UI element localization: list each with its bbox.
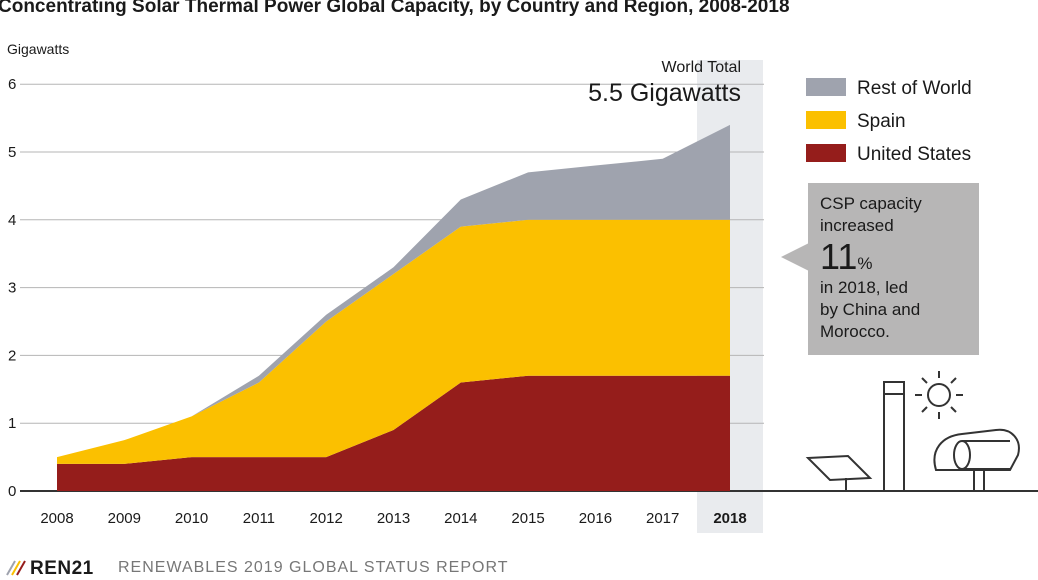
x-tick-label: 2013 (377, 510, 410, 527)
legend-swatch (806, 111, 846, 129)
y-axis-unit: Gigawatts (7, 41, 69, 57)
stacked-areas (57, 124, 730, 491)
solar-panel-icon (805, 454, 873, 491)
x-tick-label: 2018 (713, 510, 746, 527)
x-tick-label: 2016 (579, 510, 612, 527)
y-tick-label: 1 (8, 415, 16, 432)
callout-percent: % (857, 254, 873, 273)
x-tick-label: 2012 (310, 510, 343, 527)
y-tick-label: 4 (8, 212, 16, 229)
x-tick-label: 2009 (108, 510, 141, 527)
x-tick-label: 2008 (40, 510, 73, 527)
footer-brand: REN21 (30, 558, 94, 579)
area-spain (57, 219, 730, 464)
legend-label: Spain (857, 111, 906, 132)
x-tick-label: 2011 (243, 510, 275, 527)
area-united-states (57, 375, 730, 491)
chart-title: Concentrating Solar Thermal Power Global… (0, 0, 790, 17)
callout-line4: by China and (820, 300, 921, 319)
solar-tower-icon (883, 381, 905, 492)
parabolic-trough-icon (933, 428, 1020, 491)
world-total-label: World Total (662, 59, 741, 76)
x-tick-label: 2010 (175, 510, 208, 527)
y-tick-label: 2 (8, 347, 16, 364)
footer-report-title: RENEWABLES 2019 GLOBAL STATUS REPORT (118, 559, 509, 576)
callout-line1: CSP capacity (820, 194, 922, 213)
legend: Rest of World Spain United States (806, 78, 972, 165)
callout-box: CSP capacity increased 11% in 2018, led … (808, 183, 979, 355)
y-tick-label: 6 (8, 76, 16, 93)
x-tick-label: 2017 (646, 510, 679, 527)
callout-growth: 11% (820, 237, 967, 277)
x-tick-labels: 2008 2009 2010 2011 2012 2013 2014 2015 2016 2017… (40, 510, 746, 527)
footer: REN21 RENEWABLES 2019 GLOBAL STATUS REPO… (0, 558, 1038, 579)
y-tick-label: 0 (8, 483, 16, 500)
callout-line5: Morocco. (820, 322, 890, 341)
ren21-logo-icon (6, 560, 26, 576)
legend-label: United States (857, 144, 971, 165)
x-tick-label: 2015 (511, 510, 544, 527)
callout-line2: increased (820, 216, 894, 235)
callout-line3: in 2018, led (820, 278, 908, 297)
legend-swatch (806, 144, 846, 162)
legend-label: Rest of World (857, 78, 972, 99)
world-total-value: 5.5 Gigawatts (588, 79, 741, 107)
y-tick-label: 5 (8, 144, 16, 161)
callout-big-number: 11 (820, 236, 858, 277)
callout-arrow (781, 243, 809, 271)
y-tick-label: 3 (8, 280, 16, 297)
legend-swatch (806, 78, 846, 96)
sun-icon (915, 371, 963, 419)
x-tick-label: 2014 (444, 510, 477, 527)
y-tick-labels: 0 1 2 3 4 5 6 (8, 76, 16, 500)
area-rest-of-world (57, 124, 730, 458)
